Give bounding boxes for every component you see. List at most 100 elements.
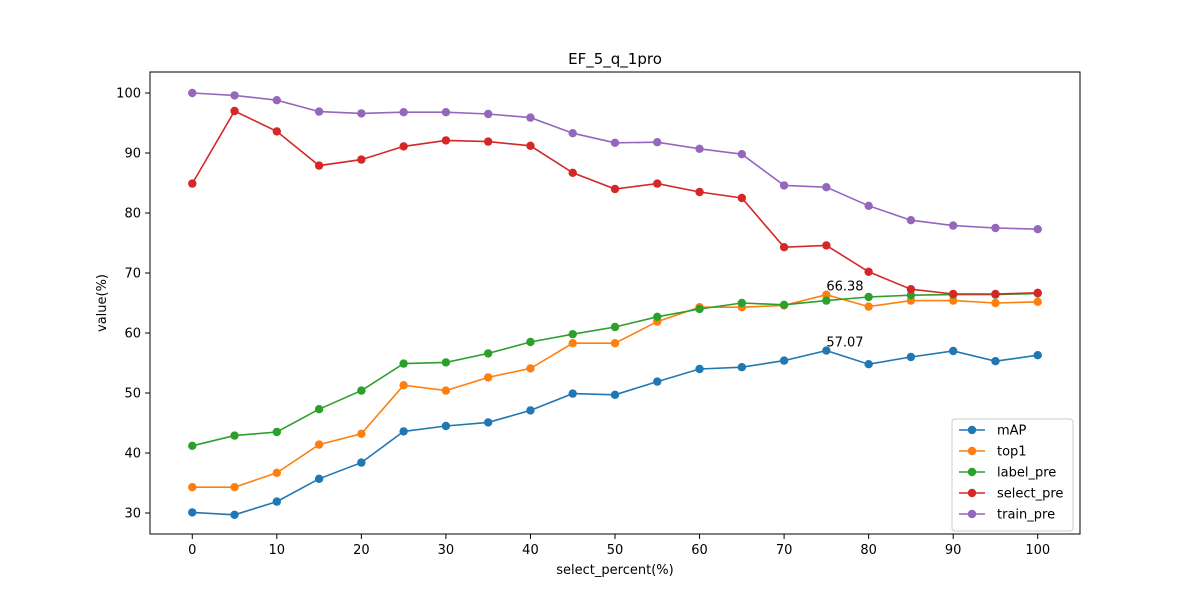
data-point [188, 88, 197, 98]
data-point [272, 468, 282, 477]
legend-label: top1 [997, 445, 1027, 460]
data-point [948, 221, 958, 230]
data-point [822, 290, 831, 299]
x-tick-label: 10 [269, 543, 286, 558]
data-point [610, 184, 620, 194]
data-point [399, 381, 408, 390]
legend-marker [967, 446, 977, 456]
y-tick-label: 80 [124, 207, 141, 222]
data-point [399, 108, 408, 117]
data-point [737, 193, 747, 203]
legend-marker [967, 425, 977, 435]
y-tick-label: 50 [124, 387, 141, 402]
data-point [441, 421, 451, 431]
data-point [864, 267, 873, 276]
data-point [526, 141, 535, 150]
data-point [864, 302, 873, 311]
legend-marker [967, 467, 977, 477]
data-point [948, 346, 958, 356]
data-point [864, 201, 873, 210]
data-point [568, 129, 577, 138]
data-point [230, 106, 239, 116]
data-point [906, 291, 916, 300]
legend-item-select-pre: select_pre [959, 487, 1063, 502]
data-point [906, 352, 916, 362]
data-point [526, 337, 535, 347]
data-point [314, 440, 324, 449]
data-point [314, 107, 324, 116]
data-point [1033, 225, 1042, 234]
data-point [779, 181, 789, 190]
legend-item-mAP: mAP [959, 424, 1027, 439]
x-tick-label: 100 [1025, 543, 1050, 558]
data-point [991, 223, 1000, 233]
data-point [357, 458, 366, 467]
data-point [695, 187, 704, 197]
data-point [399, 427, 408, 436]
data-point [906, 285, 916, 294]
x-tick-label: 20 [353, 543, 370, 558]
data-point [272, 96, 282, 105]
data-point [822, 183, 831, 192]
data-point [610, 390, 620, 399]
data-point [822, 296, 831, 305]
data-point [610, 339, 620, 348]
series-line [191, 109, 1038, 295]
series-line [192, 349, 1038, 516]
data-point [779, 300, 789, 309]
data-point [230, 91, 239, 100]
legend-label: train_pre [997, 508, 1055, 523]
data-point [526, 364, 535, 373]
data-point [230, 431, 239, 440]
series-layer [188, 88, 1042, 519]
data-point [483, 373, 493, 382]
legend: mAP top1 label_pre select_pre train_pre [951, 418, 1074, 532]
series-line [192, 292, 1038, 447]
data-point [653, 138, 662, 147]
data-point [568, 389, 577, 398]
data-point [357, 155, 366, 164]
data-point [779, 356, 789, 365]
data-point [653, 377, 662, 386]
data-point [272, 127, 282, 136]
chart-title: EF_5_q_1pro [568, 50, 662, 69]
data-point [568, 339, 577, 348]
y-tick-label: 70 [124, 267, 141, 282]
series-mAP [188, 346, 1042, 519]
data-point [441, 386, 451, 395]
data-point [441, 108, 451, 117]
data-point [357, 109, 366, 118]
data-point [441, 358, 451, 367]
x-tick-label: 70 [776, 543, 793, 558]
y-tick-label: 90 [124, 147, 141, 162]
data-point [272, 427, 282, 437]
x-tick-label: 80 [860, 543, 877, 558]
x-tick-label: 90 [945, 543, 962, 558]
data-point [822, 346, 831, 355]
data-point [568, 330, 577, 339]
data-point [610, 138, 620, 147]
data-point [483, 418, 493, 427]
data-point [1033, 351, 1042, 360]
data-point [737, 298, 747, 308]
data-point [483, 137, 493, 146]
data-point [737, 150, 747, 159]
data-point [695, 304, 704, 314]
data-point [314, 405, 324, 414]
x-tick-label: 40 [522, 543, 539, 558]
data-point [948, 296, 958, 305]
y-tick-label: 40 [124, 447, 141, 462]
legend-item-top1: top1 [959, 445, 1027, 460]
series-select-pre [188, 106, 1042, 299]
data-point [230, 510, 239, 519]
y-tick-label: 30 [124, 507, 141, 522]
x-axis-label: select_percent(%) [556, 563, 673, 578]
data-point [991, 289, 1000, 299]
legend-label: mAP [997, 424, 1027, 439]
data-point [483, 349, 493, 358]
data-point [991, 357, 1000, 366]
x-tick-label: 50 [607, 543, 624, 558]
data-point [357, 386, 366, 395]
data-point [483, 109, 493, 119]
